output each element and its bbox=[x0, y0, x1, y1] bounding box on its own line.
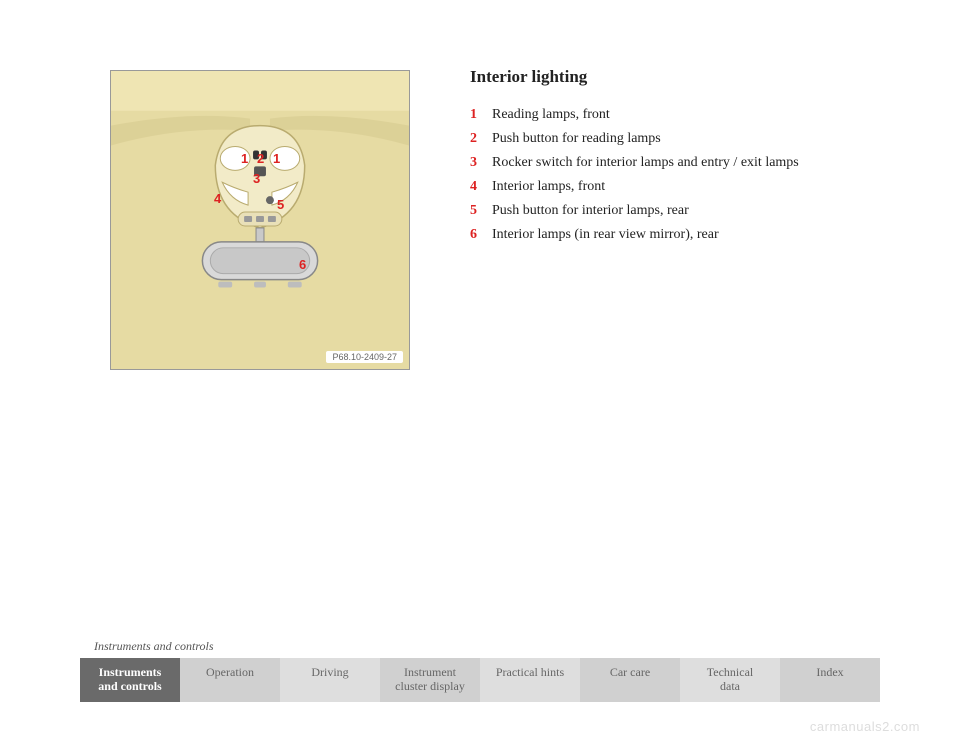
callout-marker: 6 bbox=[299, 257, 306, 272]
legend-row: 6Interior lamps (in rear view mirror), r… bbox=[470, 224, 880, 245]
callout-marker: 1 bbox=[241, 151, 248, 166]
legend-text: Rocker switch for interior lamps and ent… bbox=[492, 152, 799, 173]
nav-tab[interactable]: Index bbox=[780, 658, 880, 702]
nav-tab[interactable]: Instrumentcluster display bbox=[380, 658, 480, 702]
legend-text: Interior lamps, front bbox=[492, 176, 605, 197]
tab-label-line1: Car care bbox=[584, 666, 676, 680]
tab-label-line2: cluster display bbox=[384, 680, 476, 694]
nav-tab[interactable]: Practical hints bbox=[480, 658, 580, 702]
tab-label-line1: Driving bbox=[284, 666, 376, 680]
tab-label-line1: Practical hints bbox=[484, 666, 576, 680]
legend-number: 3 bbox=[470, 152, 492, 173]
breadcrumb: Instruments and controls bbox=[80, 639, 880, 654]
callout-marker: 4 bbox=[214, 191, 221, 206]
callout-marker: 1 bbox=[273, 151, 280, 166]
illustration: 1213 4 5 6 P68.10-2409-27 bbox=[110, 70, 410, 370]
tab-label-line2: data bbox=[684, 680, 776, 694]
callout-marker: 5 bbox=[277, 197, 284, 212]
legend-number: 4 bbox=[470, 176, 492, 197]
legend-text: Push button for reading lamps bbox=[492, 128, 661, 149]
nav-tab[interactable]: Operation bbox=[180, 658, 280, 702]
legend-row: 1Reading lamps, front bbox=[470, 104, 880, 125]
legend-list: 1Reading lamps, front2Push button for re… bbox=[470, 104, 880, 245]
legend-text: Interior lamps (in rear view mirror), re… bbox=[492, 224, 719, 245]
illustration-column: 1213 4 5 6 P68.10-2409-27 bbox=[80, 60, 440, 370]
legend-text: Push button for interior lamps, rear bbox=[492, 200, 689, 221]
page: 1213456 P68.10-2409-27 Interior lighting… bbox=[0, 0, 960, 742]
content-area: 1213456 P68.10-2409-27 Interior lighting… bbox=[80, 60, 880, 370]
footer: Instruments and controls Instrumentsand … bbox=[80, 639, 880, 702]
tab-label-line1: Instrument bbox=[384, 666, 476, 680]
nav-tab[interactable]: Car care bbox=[580, 658, 680, 702]
illustration-code: P68.10-2409-27 bbox=[326, 351, 403, 363]
nav-tab[interactable]: Technicaldata bbox=[680, 658, 780, 702]
tab-label-line1: Index bbox=[784, 666, 876, 680]
legend-text: Reading lamps, front bbox=[492, 104, 610, 125]
legend-number: 2 bbox=[470, 128, 492, 149]
watermark: carmanuals2.com bbox=[810, 719, 920, 734]
legend-number: 1 bbox=[470, 104, 492, 125]
legend-number: 6 bbox=[470, 224, 492, 245]
legend-row: 5Push button for interior lamps, rear bbox=[470, 200, 880, 221]
legend-row: 3Rocker switch for interior lamps and en… bbox=[470, 152, 880, 173]
tab-bar: Instrumentsand controls Operation Driving I… bbox=[80, 658, 880, 702]
callout-marker: 3 bbox=[253, 171, 260, 186]
nav-tab[interactable]: Driving bbox=[280, 658, 380, 702]
tab-label-line1: Operation bbox=[184, 666, 276, 680]
legend-row: 4Interior lamps, front bbox=[470, 176, 880, 197]
tab-label-line1: Instruments bbox=[84, 666, 176, 680]
callout-marker: 2 bbox=[257, 151, 264, 166]
illustration-svg bbox=[111, 71, 409, 369]
tab-label-line2: and controls bbox=[84, 680, 176, 694]
legend-column: Interior lighting 1Reading lamps, front2… bbox=[470, 60, 880, 370]
tab-label-line1: Technical bbox=[684, 666, 776, 680]
legend-number: 5 bbox=[470, 200, 492, 221]
section-title: Interior lighting bbox=[470, 64, 880, 90]
nav-tab[interactable]: Instrumentsand controls bbox=[80, 658, 180, 702]
legend-row: 2Push button for reading lamps bbox=[470, 128, 880, 149]
